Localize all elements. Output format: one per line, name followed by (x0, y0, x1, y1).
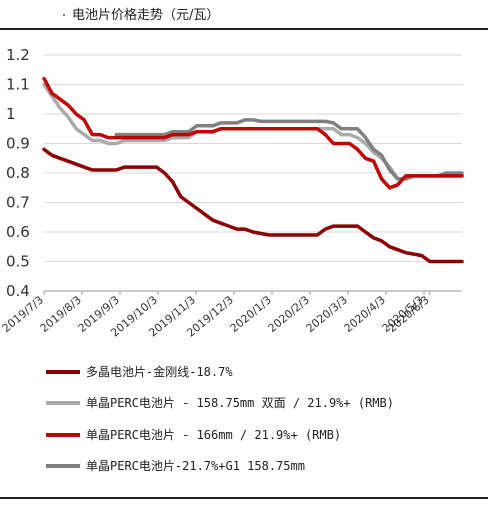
bottom-rule (0, 497, 488, 499)
chart-title: 电池片价格走势（元/瓦） (72, 8, 220, 23)
x-tick-label: 2019/8/3 (38, 293, 84, 335)
y-tick-label: 0.4 (6, 282, 30, 300)
series-line-perc-158 (42, 82, 464, 181)
top-rule (0, 28, 488, 30)
series-line-perc-166 (42, 76, 464, 190)
x-tick-label: 2020/2/3 (266, 293, 312, 335)
y-tick-label: 0.7 (6, 194, 30, 212)
x-tick-label: 2020/3/3 (304, 293, 350, 335)
y-tick-label: 0.8 (6, 164, 30, 182)
legend-label-perc-158: 单晶PERC电池片 - 158.75mm 双面 / 21.9%+ (RMB) (86, 396, 394, 410)
series-line-multi-crystal (42, 147, 464, 264)
title-bullet (63, 14, 65, 16)
y-tick-label: 1 (6, 105, 16, 123)
legend-swatch-multi-crystal (46, 370, 80, 374)
y-tick-label: 1.1 (6, 76, 30, 94)
x-tick-label: 2020/4/3 (342, 293, 388, 335)
legend-label-perc-g1: 单晶PERC电池片-21.7%+G1 158.75mm (86, 459, 305, 473)
legend-label-perc-166: 单晶PERC电池片 - 166mm / 21.9%+ (RMB) (86, 428, 342, 442)
legend-swatch-perc-158 (46, 401, 80, 405)
y-tick-label: 0.6 (6, 223, 30, 241)
y-tick-label: 1.2 (6, 46, 30, 64)
legend-label-multi-crystal: 多晶电池片-金刚线-18.7% (86, 365, 233, 379)
y-tick-label: 0.5 (6, 253, 30, 271)
x-tick-label: 2020/1/3 (228, 293, 274, 335)
line-chart: 1.21.110.90.80.70.60.50.42019/7/32019/8/… (0, 46, 464, 340)
legend-swatch-perc-g1 (46, 464, 80, 468)
y-tick-label: 0.9 (6, 135, 30, 153)
legend-swatch-perc-166 (46, 433, 80, 437)
